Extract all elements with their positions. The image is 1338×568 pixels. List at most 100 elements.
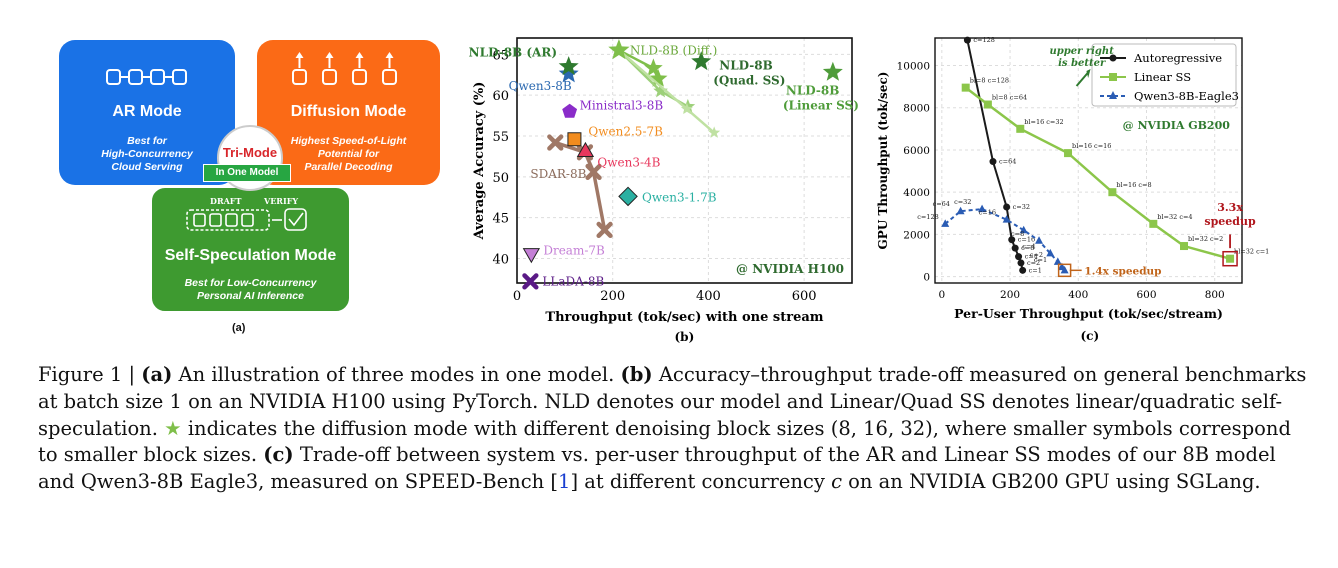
point-label: NLD-8B (Diff.) [630, 43, 717, 57]
legend-marker [1109, 73, 1117, 81]
data-point [822, 61, 843, 81]
caption-c-text: Trade-off between system vs. per-user th… [38, 443, 1276, 494]
linear-ss-point [1226, 254, 1235, 263]
caption-fig-label: Figure 1 | [38, 363, 136, 386]
legend-label: Autoregressive [1133, 51, 1222, 65]
x-tick-label: 600 [792, 289, 817, 304]
diffusion-desc-line: Potential for [317, 148, 380, 160]
eagle-point [1053, 257, 1062, 265]
diffusion-mode-card: Diffusion Mode Highest Speed-of-Light Po… [257, 40, 440, 185]
upper-right-note: is better [1058, 58, 1106, 69]
draft-label: DRAFT [210, 196, 241, 206]
in-one-model-badge: In One Model [203, 164, 291, 182]
point-label: c=128 [973, 36, 995, 44]
y-tick-label: 6000 [903, 145, 930, 157]
data-point [618, 186, 638, 207]
ar-mode-title: AR Mode [112, 103, 182, 120]
panel-a-label: (a) [232, 322, 246, 334]
point-label: Qwen2.5-7B [588, 124, 663, 138]
speedup-label: 3.3x [1217, 201, 1243, 214]
citation-link[interactable]: 1 [558, 470, 571, 494]
point-label: Qwen3-1.7B [642, 190, 717, 204]
diffusion-desc-line: Parallel Decoding [304, 161, 393, 173]
series-line [964, 86, 1231, 260]
x-axis-label: Throughput (tok/sec) with one stream [545, 310, 823, 325]
panel-b-label: (b) [675, 330, 695, 344]
speedup-label: speedup [1204, 215, 1256, 228]
panel-c-label: (c) [1081, 329, 1100, 343]
diffusion-desc-line: Highest Speed-of-Light [290, 135, 407, 147]
caption-b-label: (b) [620, 363, 653, 386]
point-label: (Linear SS) [783, 98, 859, 112]
diff-point [680, 102, 693, 115]
data-point [691, 51, 712, 71]
point-label: bl=32 c=1 [1234, 248, 1269, 256]
sdar-point [585, 163, 602, 181]
eagle-point [1046, 248, 1055, 257]
ss-mode-desc: Best for Low-Concurrency Personal AI Inf… [152, 277, 349, 303]
point-label: c=8 [1021, 244, 1034, 252]
plot-area-b: 0 200 400 600 40 45 50 55 60 65 Throughput (tok/se… [469, 37, 859, 344]
x-tick-label: 0 [938, 289, 945, 301]
eagle-point [1019, 225, 1028, 234]
y-tick-label: 2000 [903, 229, 930, 241]
point-label: Ministral3-8B [580, 99, 664, 113]
point-label: c=32 [954, 198, 971, 206]
highlight-box [1222, 250, 1238, 267]
x-tick-label: 200 [600, 289, 625, 304]
caption-a-text: An illustration of three modes in one mo… [172, 363, 621, 386]
legend-label: Qwen3-8B-Eagle3 [1134, 89, 1239, 103]
diff-point [653, 83, 668, 98]
point-label: bl=16 c=8 [1116, 181, 1151, 189]
point-label: c=128 [917, 213, 939, 221]
tri-mode-title: Tri-Mode [222, 145, 278, 160]
caption-a-label: (a) [141, 363, 173, 386]
x-tick-label: 400 [696, 289, 721, 304]
axes-frame [934, 37, 1243, 284]
point-label: bl=8 c=64 [992, 94, 1027, 102]
gpu-annotation: @ NVIDIA H100 [736, 262, 844, 276]
ss-desc-line: Best for Low-Concurrency [184, 277, 317, 289]
y-tick-label: 40 [492, 253, 509, 268]
sdar-point [596, 221, 613, 239]
ar-desc-line: Best for [127, 135, 167, 147]
x-tick-label: 0 [513, 289, 521, 304]
point-label: c=32 [1013, 203, 1030, 211]
ar-point [1017, 259, 1025, 267]
point-label: c=4 [1025, 253, 1038, 261]
y-tick-label: 8000 [903, 103, 930, 115]
linear-ss-point [1180, 242, 1189, 251]
diffusion-tokens-icon [292, 52, 397, 85]
ar-point [1003, 203, 1011, 211]
accuracy-throughput-chart: 0 200 400 600 40 45 50 55 60 65 Throughput (tok/se… [469, 37, 859, 344]
point-label: bl=16 c=32 [1024, 118, 1063, 126]
point-label: c=1 [1034, 256, 1047, 264]
eagle-point [1002, 215, 1011, 223]
x-tick-label: 800 [1205, 289, 1225, 301]
diffusion-mode-title: Diffusion Mode [290, 103, 407, 120]
point-label: c=8 [1011, 230, 1024, 238]
legend-label: Linear SS [1134, 70, 1191, 84]
panel-a-illustration: AR Mode Best for High-Concurrency Cloud … [45, 30, 440, 350]
point-label: c=2 [1027, 259, 1040, 267]
self-speculation-mode-card: DRAFT VERIFY Self-Speculation Mode Best … [149, 185, 352, 314]
point-label: NLD-8B [786, 83, 840, 97]
linear-ss-point [1149, 219, 1158, 228]
y-tick-label: 60 [492, 89, 509, 104]
point-label: c=64 [933, 200, 950, 208]
green-star-icon: ★ [164, 416, 182, 440]
data-point [522, 273, 539, 290]
point-label: bl=32 c=2 [1188, 235, 1223, 243]
speedup-label: 1.4x speedup [1084, 265, 1161, 277]
point-label: bl=16 c=16 [1072, 142, 1111, 150]
linear-ss-point [983, 100, 992, 109]
diff-point [708, 126, 721, 138]
diff-origin-point [608, 39, 630, 60]
ss-desc-line: Personal AI Inference [197, 290, 304, 302]
verify-label: VERIFY [263, 196, 298, 206]
gpu-annotation: @ NVIDIA GB200 [1123, 119, 1231, 132]
point-label: c=64 [999, 158, 1016, 166]
point-label: NLD-8B (AR) [469, 46, 557, 60]
data-point [562, 103, 578, 118]
y-tick-label: 50 [492, 171, 509, 186]
